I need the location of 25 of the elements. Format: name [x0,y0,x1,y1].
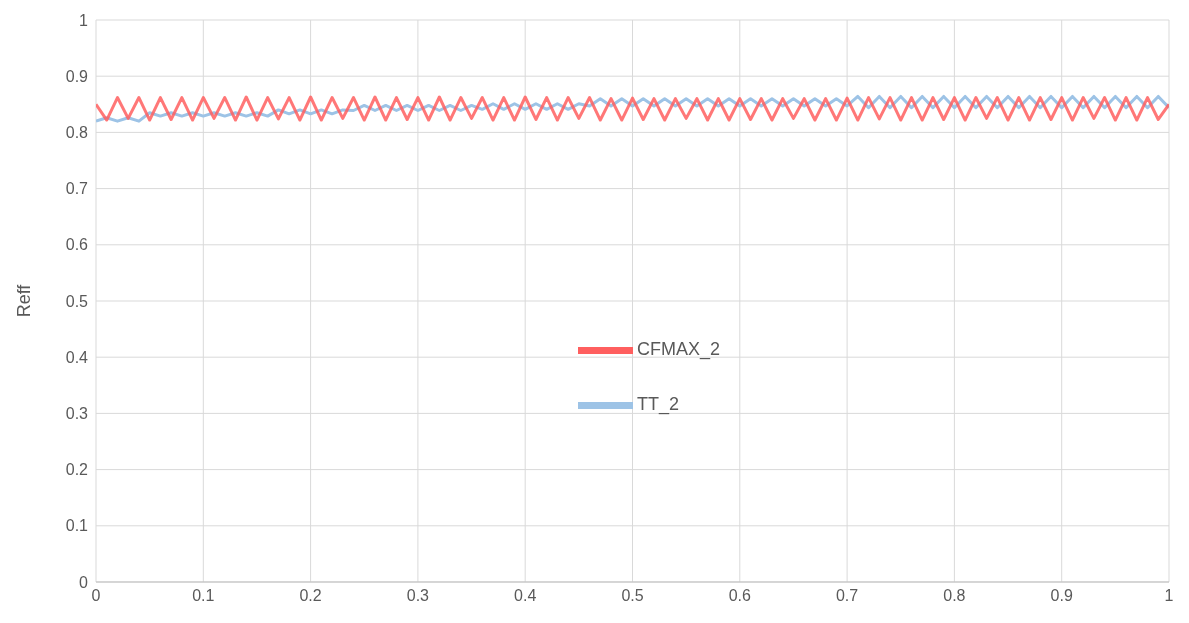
y-tick-label: 0.5 [65,292,89,310]
x-tick-label: 0.7 [835,587,859,605]
y-tick-label: 0 [79,573,89,591]
y-tick-label: 0.9 [65,67,89,85]
y-tick-label: 0.3 [65,405,89,423]
x-tick-label: 0.6 [728,587,752,605]
y-axis-title: Reff [14,283,35,318]
legend-label: CFMAX_2 [637,338,721,359]
x-tick-label: 0.8 [943,587,966,605]
x-tick-label: 0.3 [406,587,430,605]
x-tick-label: 0.2 [299,587,322,605]
x-tick-label: 0 [91,587,101,605]
y-tick-label: 1 [79,11,89,29]
y-tick-label: 0.2 [65,461,89,479]
y-tick-label: 0.1 [65,517,89,535]
y-tick-label: 0.8 [65,124,89,142]
y-tick-label: 0.6 [65,236,89,254]
legend-label: TT_2 [637,393,680,414]
y-tick-label: 0.7 [65,180,89,198]
x-tick-label: 0.9 [1050,587,1073,605]
y-tick-label: 0.4 [65,348,89,366]
x-tick-label: 0.1 [192,587,215,605]
x-tick-label: 0.4 [514,587,537,605]
x-tick-label: 1 [1164,587,1174,605]
x-tick-label: 0.5 [621,587,644,605]
